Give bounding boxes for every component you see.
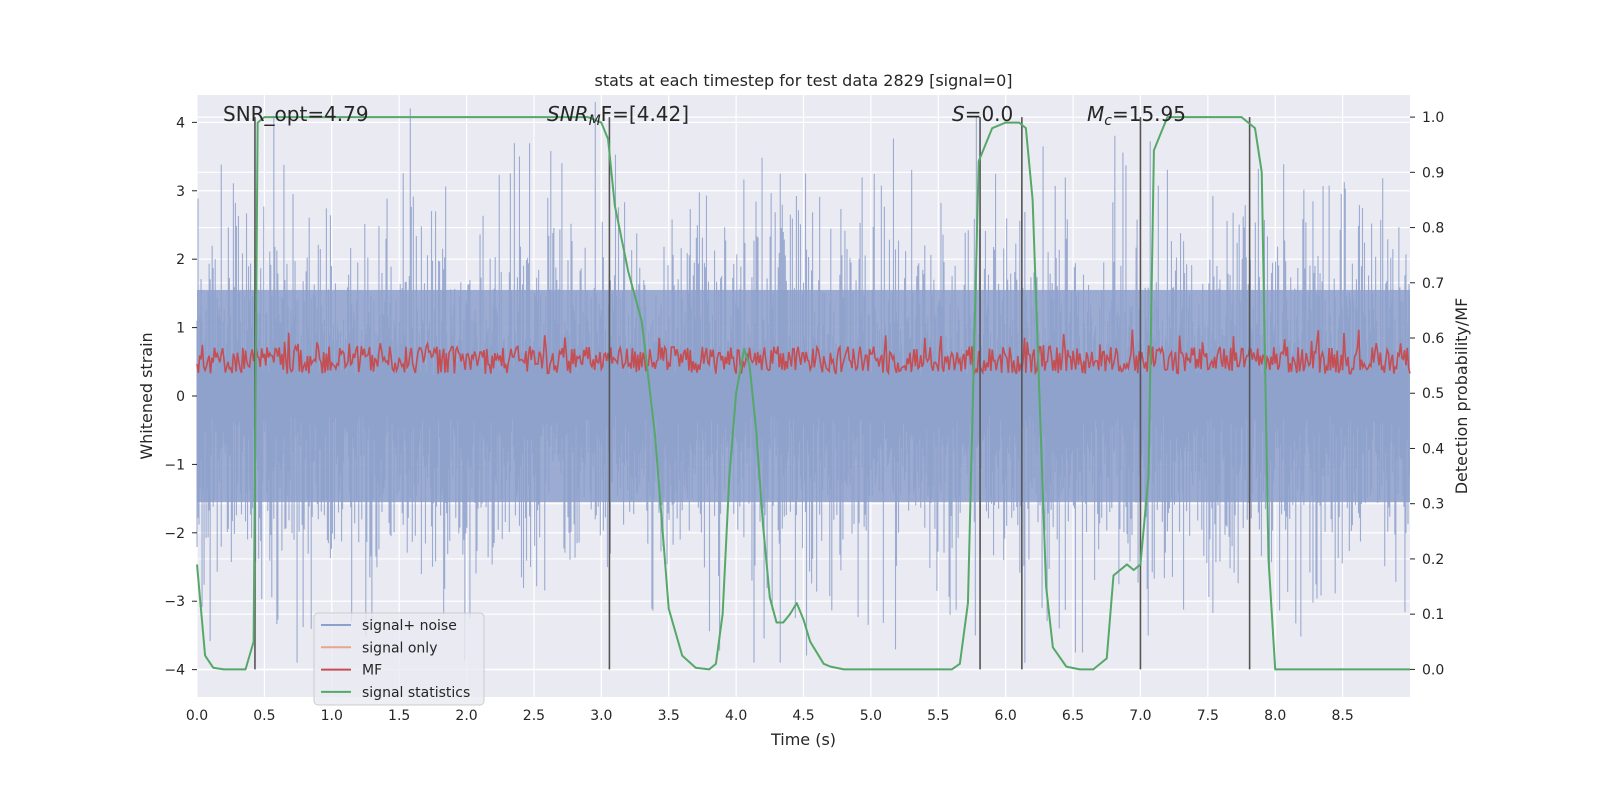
y-tick-label-right: 0.1 bbox=[1422, 607, 1444, 623]
legend-label-signal-only: signal only bbox=[362, 640, 437, 656]
x-tick-label: 5.0 bbox=[860, 708, 882, 724]
annotation-s-italic: S bbox=[952, 102, 965, 126]
x-tick-label: 3.0 bbox=[590, 708, 612, 724]
y-tick-label-left: 3 bbox=[176, 184, 185, 200]
legend-label-mf: MF bbox=[362, 663, 382, 679]
series-signal-statistics bbox=[196, 116, 1410, 671]
annotation-s: S=0.0 bbox=[952, 102, 1013, 126]
y-tick-label-left: −1 bbox=[164, 457, 185, 473]
signal-statistics-trace bbox=[196, 116, 1410, 671]
y-tick-label-right: 0.9 bbox=[1422, 165, 1444, 181]
y-tick-label-right: 0.5 bbox=[1422, 386, 1444, 402]
x-tick-label: 1.5 bbox=[388, 708, 410, 724]
legend-label-signal-statistics: signal statistics bbox=[362, 685, 470, 701]
y-tick-label-left: 0 bbox=[176, 389, 185, 405]
y-tick-label-right: 0.6 bbox=[1422, 331, 1444, 347]
y-tick-label-right: 0.0 bbox=[1422, 662, 1444, 678]
annotation-mc-sub: c bbox=[1104, 113, 1112, 129]
vertical-lines bbox=[254, 117, 1251, 670]
x-axis-label: Time (s) bbox=[770, 730, 836, 749]
x-tick-label: 8.0 bbox=[1264, 708, 1286, 724]
y-tick-label-left: −2 bbox=[164, 526, 185, 542]
ticks: 0.0 0.5 1.0 1.5 2.0 2.5 3.0 3.5 4.0 4.5 5.0 5.5 6.0 6… bbox=[164, 110, 1444, 724]
annotation-mc-italic: M bbox=[1087, 102, 1104, 126]
annotation-snr-mf: SNRMF=[4.42] bbox=[547, 102, 689, 129]
x-tick-label: 0.0 bbox=[186, 708, 208, 724]
annotation-snr-mf-sub: M bbox=[589, 113, 601, 129]
annotation-mc-rest: =15.95 bbox=[1112, 102, 1186, 126]
x-tick-label: 0.5 bbox=[253, 708, 275, 724]
legend-label-signal-noise: signal+ noise bbox=[362, 618, 457, 634]
x-tick-label: 3.5 bbox=[658, 708, 680, 724]
y-tick-label-right: 0.3 bbox=[1422, 497, 1444, 513]
annotation-mc: Mc=15.95 bbox=[1087, 102, 1186, 129]
x-tick-label: 2.0 bbox=[455, 708, 477, 724]
x-tick-label: 2.5 bbox=[523, 708, 545, 724]
chart-title: stats at each timestep for test data 282… bbox=[594, 71, 1012, 90]
legend: signal+ noise signal only MF signal stat… bbox=[313, 612, 485, 706]
annotation-snr-mf-rest: F=[4.42] bbox=[601, 102, 689, 126]
y-tick-label-left: 4 bbox=[176, 115, 185, 131]
x-tick-label: 5.5 bbox=[927, 708, 949, 724]
x-tick-label: 7.5 bbox=[1197, 708, 1219, 724]
y-tick-label-left: 2 bbox=[176, 252, 185, 268]
y-tick-label-left: 1 bbox=[176, 321, 185, 337]
legend-box bbox=[313, 612, 485, 706]
mf-trace bbox=[196, 329, 1411, 376]
x-tick-label: 8.5 bbox=[1331, 708, 1353, 724]
x-tick-label: 1.0 bbox=[321, 708, 343, 724]
y-tick-label-right: 0.8 bbox=[1422, 221, 1444, 237]
y-axis-label-left: Whitened strain bbox=[137, 332, 156, 459]
y-tick-label-right: 1.0 bbox=[1422, 110, 1444, 126]
y-axis-label-right: Detection probability/MF bbox=[1452, 298, 1471, 495]
x-tick-label: 4.0 bbox=[725, 708, 747, 724]
series-mf bbox=[196, 329, 1411, 376]
x-tick-label: 6.0 bbox=[995, 708, 1017, 724]
annotation-snr-opt: SNR_opt=4.79 bbox=[223, 102, 369, 126]
series-signal-noise bbox=[196, 101, 1410, 663]
y-tick-label-left: −4 bbox=[164, 663, 185, 679]
annotation-snr-mf-italic: SNR bbox=[547, 102, 589, 126]
x-tick-label: 7.0 bbox=[1129, 708, 1151, 724]
x-tick-label: 6.5 bbox=[1062, 708, 1084, 724]
x-tick-label: 4.5 bbox=[792, 708, 814, 724]
y-tick-label-left: −3 bbox=[164, 594, 185, 610]
signal-noise-core bbox=[197, 289, 1410, 503]
y-tick-label-right: 0.7 bbox=[1422, 276, 1444, 292]
annotation-s-rest: =0.0 bbox=[965, 102, 1014, 126]
y-tick-label-right: 0.2 bbox=[1422, 552, 1444, 568]
y-tick-label-right: 0.4 bbox=[1422, 441, 1444, 457]
